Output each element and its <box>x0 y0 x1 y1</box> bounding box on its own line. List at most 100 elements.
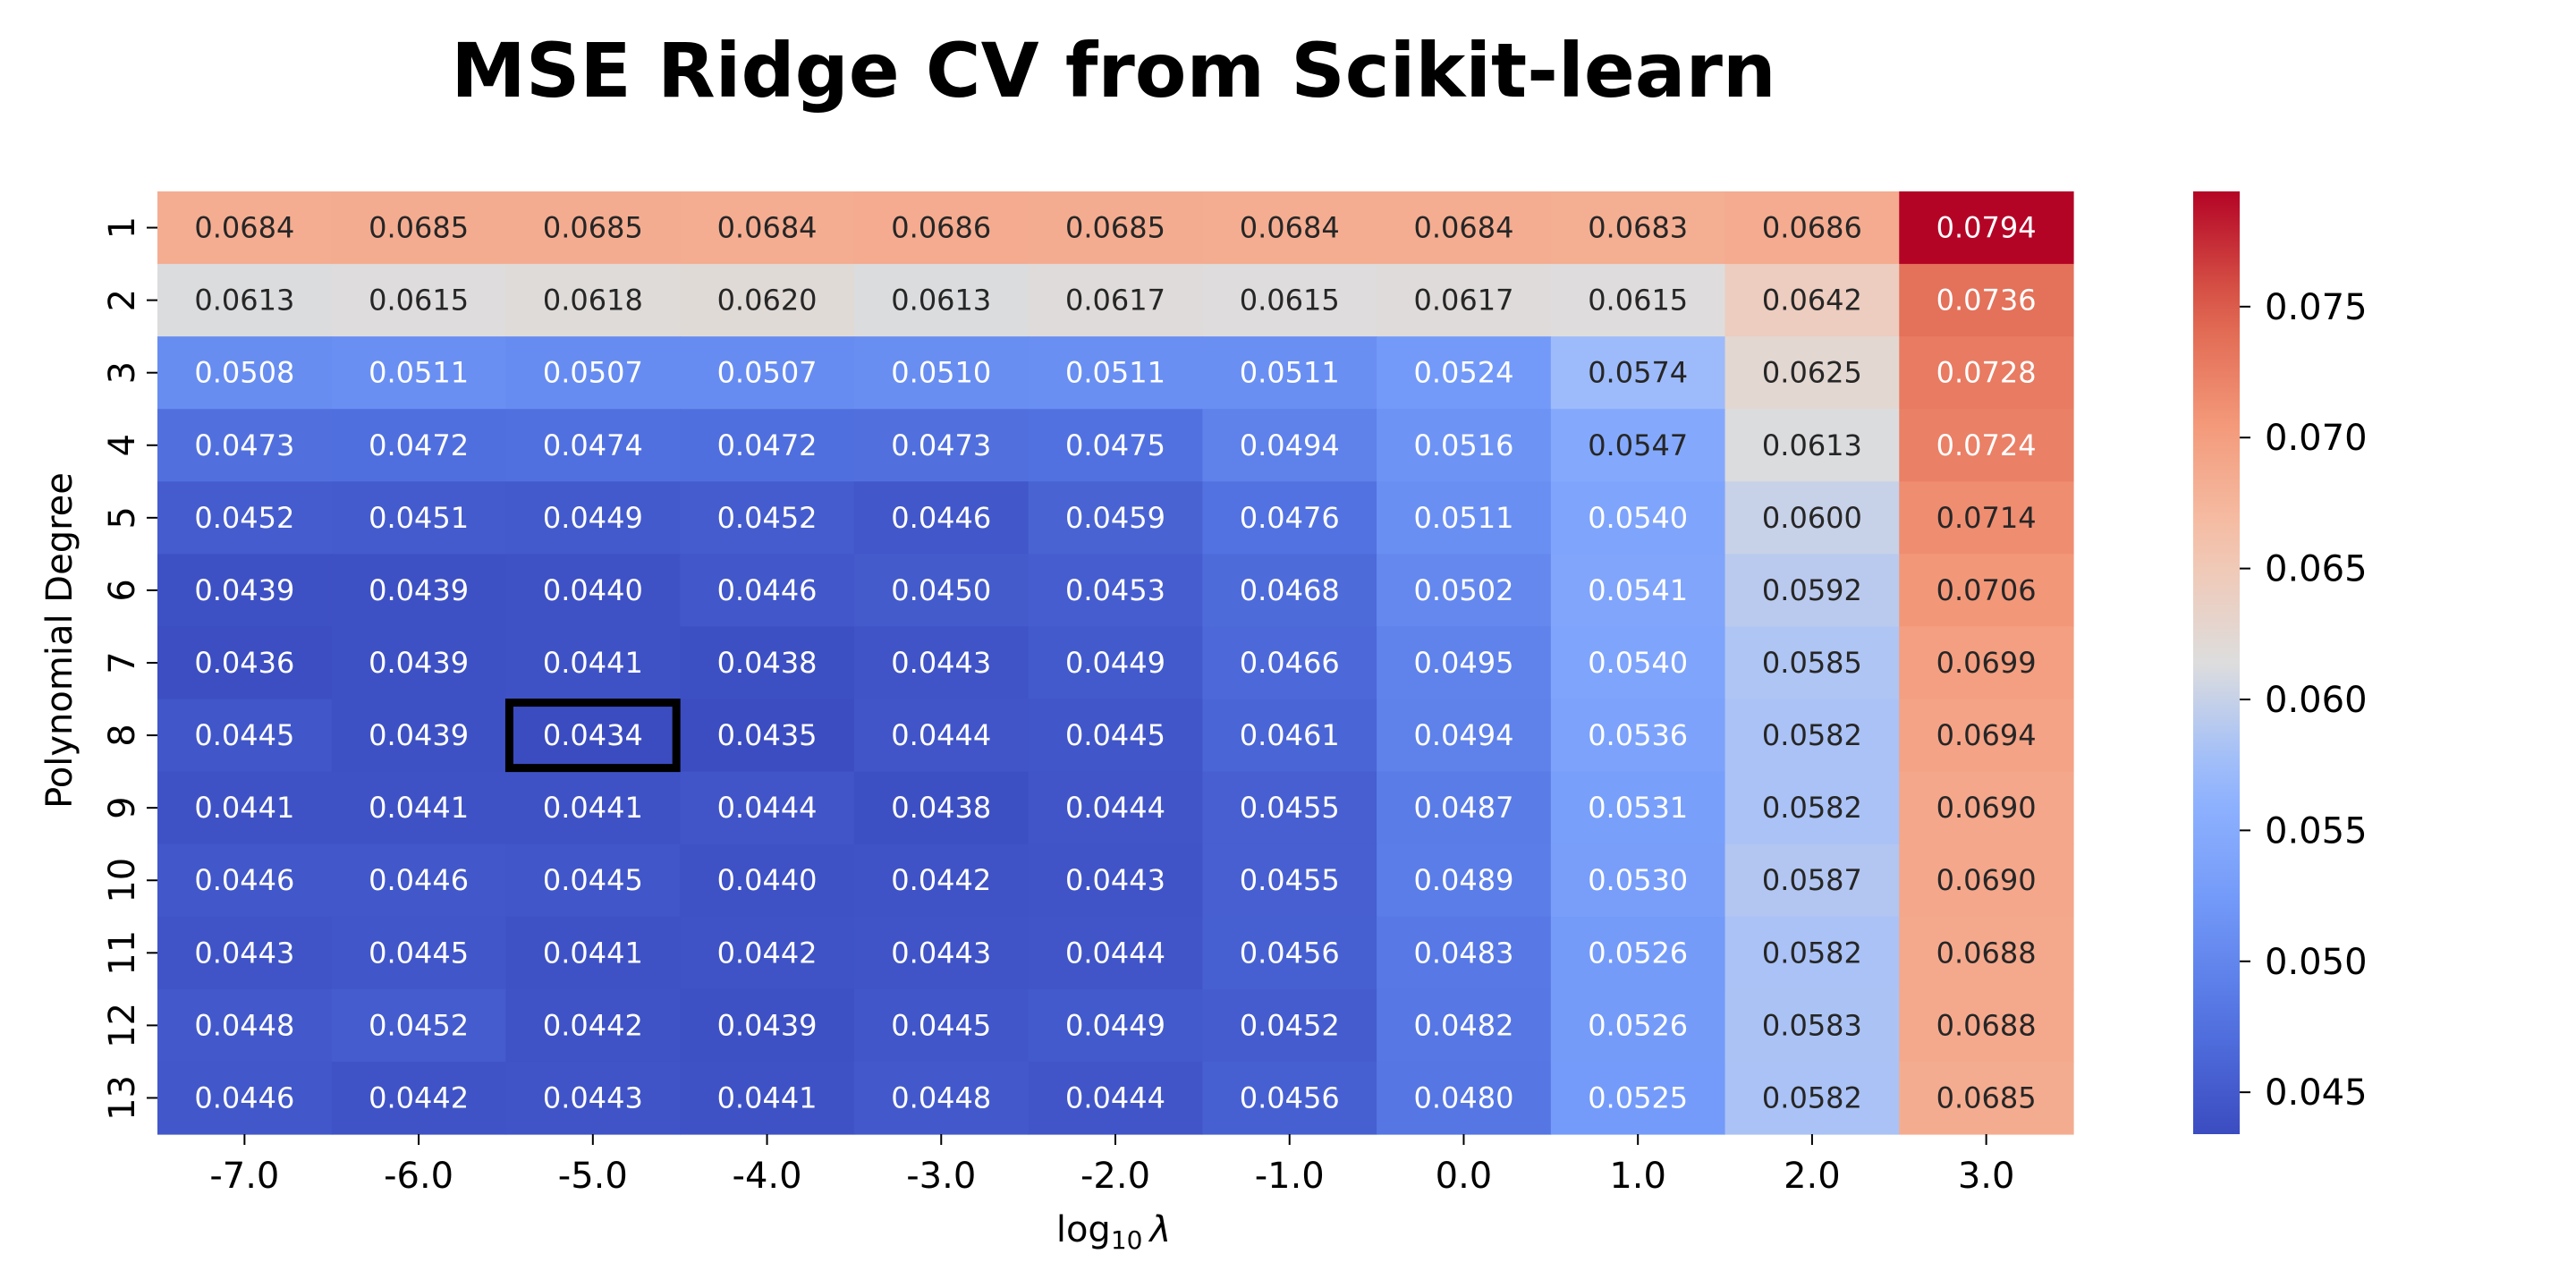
cell-value-label: 0.0444 <box>1065 791 1165 825</box>
heatmap-cell <box>505 988 681 1063</box>
cell-value-label: 0.0446 <box>194 863 294 897</box>
heatmap-cell <box>853 699 1030 773</box>
cell-value-label: 0.0468 <box>1240 573 1340 607</box>
heatmap-cell <box>1028 264 1203 337</box>
cell-value-label: 0.0642 <box>1762 284 1862 318</box>
heatmap-cell <box>1377 1061 1552 1135</box>
heatmap-cell <box>157 626 333 700</box>
heatmap-cell <box>1202 916 1377 990</box>
cell-value-label: 0.0541 <box>1588 573 1688 607</box>
heatmap-cell <box>505 916 681 990</box>
heatmap-cell <box>1724 409 1900 482</box>
x-tick-label: -6.0 <box>384 1156 453 1197</box>
cell-value-label: 0.0724 <box>1936 428 2037 462</box>
heatmap-cell <box>1377 988 1552 1063</box>
cell-value-label: 0.0736 <box>1936 284 2037 318</box>
cell-value-label: 0.0448 <box>891 1080 991 1114</box>
cell-value-label: 0.0511 <box>369 356 469 390</box>
heatmap-cell <box>505 481 681 555</box>
heatmap-cell <box>1899 409 2074 482</box>
heatmap-cell <box>1377 699 1552 773</box>
heatmap-cell <box>1377 843 1552 918</box>
cell-value-label: 0.0442 <box>891 863 991 897</box>
cell-value-label: 0.0685 <box>543 211 643 245</box>
cell-value-label: 0.0510 <box>891 356 991 390</box>
cell-value-label: 0.0531 <box>1588 791 1688 825</box>
cell-value-label: 0.0445 <box>194 718 294 752</box>
heatmap-cell <box>1550 699 1726 773</box>
heatmap-cell <box>1202 409 1377 482</box>
heatmap-cell <box>157 1061 333 1135</box>
heatmap-cell <box>505 409 681 482</box>
y-tick-label: 5 <box>102 506 143 529</box>
cell-value-label: 0.0455 <box>1240 863 1340 897</box>
cell-value-label: 0.0587 <box>1762 863 1862 897</box>
x-tick-label: -1.0 <box>1255 1156 1325 1197</box>
x-tick-label: 2.0 <box>1784 1156 1841 1197</box>
heatmap-cell <box>853 988 1030 1063</box>
heatmap-cell <box>505 336 681 410</box>
cell-value-label: 0.0452 <box>1240 1008 1340 1042</box>
heatmap-cell <box>157 771 333 845</box>
heatmap-cell <box>1899 1061 2074 1135</box>
x-tick-label: -3.0 <box>906 1156 976 1197</box>
cell-value-label: 0.0448 <box>194 1008 294 1042</box>
heatmap-cell <box>331 481 507 555</box>
y-tick-label: 13 <box>102 1075 143 1121</box>
heatmap-cell <box>1202 988 1377 1063</box>
cell-value-label: 0.0439 <box>369 646 469 680</box>
cell-value-label: 0.0690 <box>1936 863 2037 897</box>
cell-value-label: 0.0441 <box>194 791 294 825</box>
heatmap-cell <box>331 336 507 410</box>
heatmap-cell <box>680 264 855 337</box>
cell-value-label: 0.0684 <box>194 211 294 245</box>
x-axis-ticks: -7.0 -6.0 -5.0 -4.0 -3.0 -2.0 -1.0 0.0 1.0 2.0 3.0 <box>209 1134 2014 1197</box>
heatmap-cell <box>1899 771 2074 845</box>
y-tick-label: 3 <box>102 361 143 384</box>
cell-value-label: 0.0445 <box>891 1008 991 1042</box>
heatmap-cell <box>680 771 855 845</box>
x-tick-label: -5.0 <box>558 1156 628 1197</box>
x-axis-label: log10 λ <box>1056 1209 1171 1255</box>
cell-value-label: 0.0473 <box>194 428 294 462</box>
cell-value-label: 0.0455 <box>1240 791 1340 825</box>
heatmap-cell <box>1550 409 1726 482</box>
heatmap-cell <box>1899 264 2074 337</box>
cell-value-label: 0.0685 <box>369 211 469 245</box>
cell-value-label: 0.0688 <box>1936 936 2037 970</box>
heatmap-cell <box>853 481 1030 555</box>
cell-value-label: 0.0445 <box>369 936 469 970</box>
heatmap-cell <box>853 191 1030 265</box>
heatmap-cell <box>680 191 855 265</box>
cell-value-label: 0.0794 <box>1936 211 2037 245</box>
x-tick-label: 0.0 <box>1436 1156 1493 1197</box>
heatmap-cell <box>1550 916 1726 990</box>
cell-value-label: 0.0444 <box>1065 1080 1165 1114</box>
colorbar-tick-label: 0.075 <box>2265 287 2368 328</box>
cell-value-label: 0.0439 <box>369 718 469 752</box>
cell-value-label: 0.0583 <box>1762 1008 1862 1042</box>
cell-value-label: 0.0456 <box>1240 1080 1340 1114</box>
cell-value-label: 0.0441 <box>369 791 469 825</box>
cell-value-label: 0.0684 <box>717 211 818 245</box>
cell-value-label: 0.0714 <box>1936 501 2037 535</box>
cell-value-label: 0.0686 <box>1762 211 1862 245</box>
heatmap-cell <box>1550 264 1726 337</box>
cell-value-label: 0.0440 <box>717 863 818 897</box>
heatmap-cell <box>1202 481 1377 555</box>
cell-value-label: 0.0445 <box>543 863 643 897</box>
heatmap-cell <box>1724 843 1900 918</box>
heatmap-cell <box>853 409 1030 482</box>
heatmap-cell <box>1028 988 1203 1063</box>
y-tick-label: 1 <box>102 216 143 239</box>
heatmap-cell <box>1724 191 1900 265</box>
cell-value-label: 0.0685 <box>1065 211 1165 245</box>
cell-value-label: 0.0438 <box>717 646 818 680</box>
cell-value-label: 0.0617 <box>1413 284 1513 318</box>
heatmap-cell <box>680 988 855 1063</box>
x-tick-label: 3.0 <box>1958 1156 2015 1197</box>
cell-value-label: 0.0456 <box>1240 936 1340 970</box>
cell-value-label: 0.0694 <box>1936 718 2037 752</box>
cell-value-label: 0.0443 <box>194 936 294 970</box>
